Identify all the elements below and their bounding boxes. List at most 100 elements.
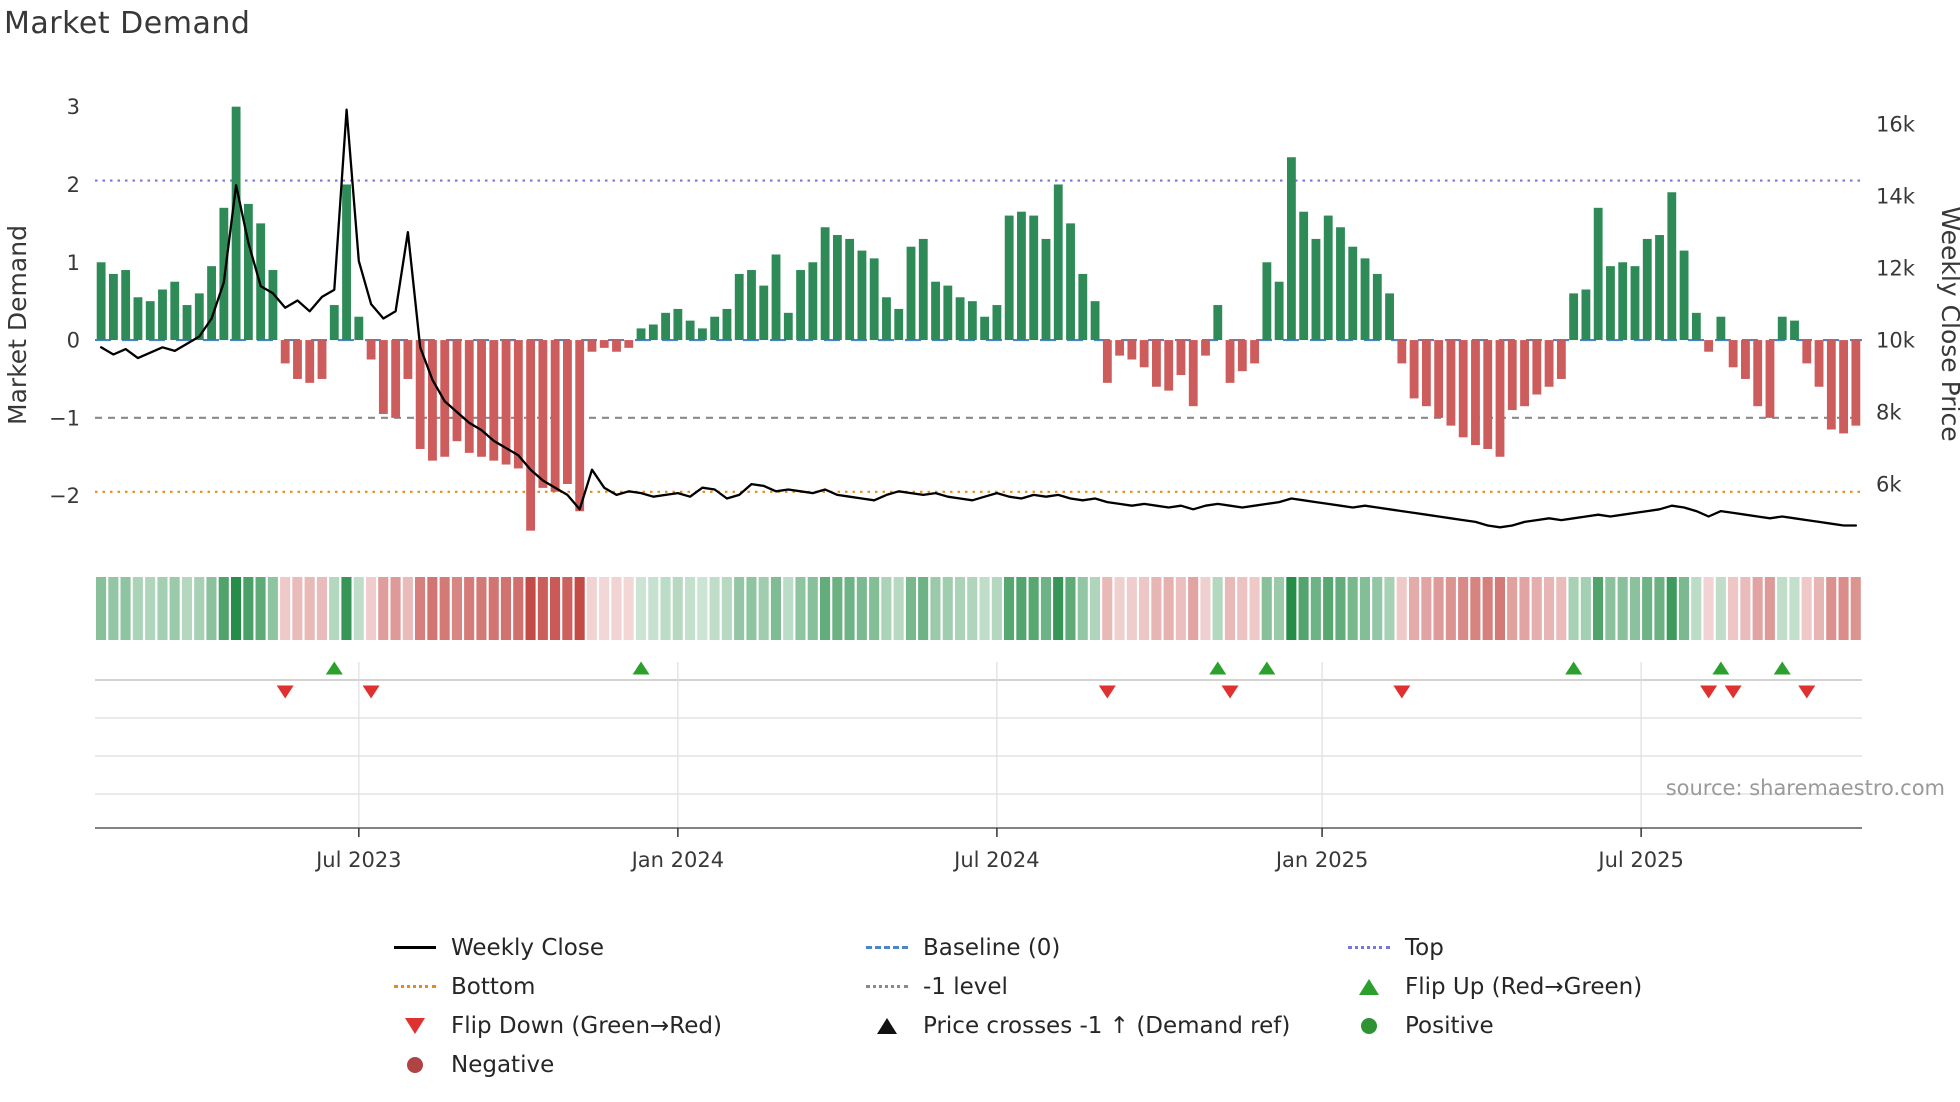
heatmap-cell — [623, 577, 634, 640]
x-tick-label: Jan 2025 — [1274, 848, 1369, 872]
heatmap-cell — [488, 577, 499, 640]
legend-triangle-up-icon — [1346, 976, 1392, 998]
legend-label: Negative — [451, 1051, 555, 1078]
heatmap-cell — [869, 577, 880, 640]
heatmap-cell — [1004, 577, 1015, 640]
heatmap-cell — [231, 577, 242, 640]
legend-item: Price crosses -1 ↑ (Demand ref) — [864, 1006, 1346, 1045]
legend-item: Positive — [1346, 1006, 1642, 1045]
demand-bar — [1593, 207, 1603, 341]
demand-bar — [1188, 340, 1198, 407]
heatmap-cell — [1163, 577, 1174, 640]
heatmap-cell — [476, 577, 487, 640]
heatmap-cell — [893, 577, 904, 640]
demand-bar — [1250, 340, 1260, 364]
demand-bar — [1520, 340, 1529, 407]
demand-bar — [1053, 184, 1063, 341]
demand-bar — [305, 340, 315, 383]
legend-label: Top — [1405, 934, 1444, 961]
heatmap-cell — [1703, 577, 1714, 640]
demand-bar — [685, 320, 695, 341]
heatmap-cell — [145, 577, 156, 640]
heatmap-cell — [844, 577, 855, 640]
heatmap-cell — [721, 577, 732, 640]
flip-down-marker-icon — [1798, 685, 1816, 699]
heatmap-cell — [1089, 577, 1100, 640]
heatmap-cell — [550, 577, 561, 640]
heatmap-cell — [942, 577, 953, 640]
heatmap-cell — [1752, 577, 1763, 640]
heatmap-cell — [955, 577, 966, 640]
demand-bar — [1716, 316, 1726, 341]
heatmap-cell — [734, 577, 745, 640]
demand-bar — [550, 340, 560, 492]
demand-bar — [1839, 340, 1849, 434]
heatmap-cell — [267, 577, 278, 640]
flip-up-marker-icon — [1565, 661, 1583, 675]
demand-bar — [403, 340, 413, 379]
demand-bar — [1164, 340, 1174, 391]
heatmap-cell — [1445, 577, 1456, 640]
left-axis-label: Market Demand — [3, 225, 32, 425]
demand-bar — [378, 340, 388, 414]
heatmap-cell — [574, 577, 585, 640]
demand-bar — [1618, 262, 1628, 341]
heatmap-cell — [1642, 577, 1653, 640]
demand-bar — [710, 316, 720, 341]
x-tick-label: Jul 2024 — [952, 848, 1039, 872]
demand-bar — [243, 203, 253, 341]
heatmap-cell — [967, 577, 978, 640]
heatmap-cell — [979, 577, 990, 640]
demand-bar — [256, 223, 266, 341]
heatmap-cell — [96, 577, 107, 640]
heatmap-cell — [390, 577, 401, 640]
demand-bar — [563, 340, 572, 484]
heatmap-cell — [500, 577, 511, 640]
heatmap-cell — [758, 577, 769, 640]
demand-bar — [1323, 215, 1333, 341]
heatmap-cell — [1470, 577, 1481, 640]
heatmap-cell — [341, 577, 352, 640]
demand-bar — [207, 266, 216, 341]
demand-bar — [882, 297, 891, 341]
demand-bar — [354, 316, 364, 341]
heatmap-cell — [1740, 577, 1751, 640]
demand-bar — [1826, 340, 1836, 430]
heatmap-cell — [1458, 577, 1469, 640]
demand-bar — [96, 262, 106, 341]
right-tick-label: 12k — [1876, 257, 1916, 281]
demand-bar — [182, 305, 192, 341]
heatmap-cell — [243, 577, 254, 640]
demand-bar — [759, 285, 769, 341]
demand-bar — [501, 340, 511, 465]
demand-bar — [1336, 227, 1345, 341]
demand-bar — [231, 106, 241, 341]
heatmap-cell — [1519, 577, 1530, 640]
page-title: Market Demand — [4, 6, 251, 41]
demand-heatmap-strip — [96, 577, 1861, 640]
chart-canvas: 3 2 1 0 −1 −2 16k 14k 12k 10k 8k 6k Jul 2023 Jan 20… — [3, 95, 1960, 872]
demand-bar — [317, 340, 327, 379]
heatmap-cell — [1200, 577, 1211, 640]
demand-bar — [1507, 340, 1517, 411]
demand-bar — [1569, 293, 1579, 341]
flip-up-marker-icon — [1258, 661, 1276, 675]
demand-bar — [673, 308, 683, 341]
demand-bar — [538, 340, 548, 488]
demand-bar — [1802, 340, 1812, 364]
demand-bar — [832, 235, 842, 341]
heatmap-cell — [181, 577, 192, 640]
heatmap-cell — [1261, 577, 1272, 640]
heatmap-cell — [1531, 577, 1542, 640]
heatmap-cell — [1102, 577, 1113, 640]
legend-label: Positive — [1405, 1012, 1494, 1039]
demand-bar — [697, 328, 707, 341]
heatmap-cell — [1286, 577, 1297, 640]
left-tick-label: 1 — [67, 251, 80, 275]
left-tick-label: 0 — [67, 329, 80, 353]
legend-dashed-fine-icon — [864, 976, 910, 998]
demand-bar — [1311, 238, 1321, 341]
heatmap-cell — [1224, 577, 1235, 640]
demand-bar — [1286, 157, 1296, 341]
legend-label: Flip Down (Green→Red) — [451, 1012, 722, 1039]
